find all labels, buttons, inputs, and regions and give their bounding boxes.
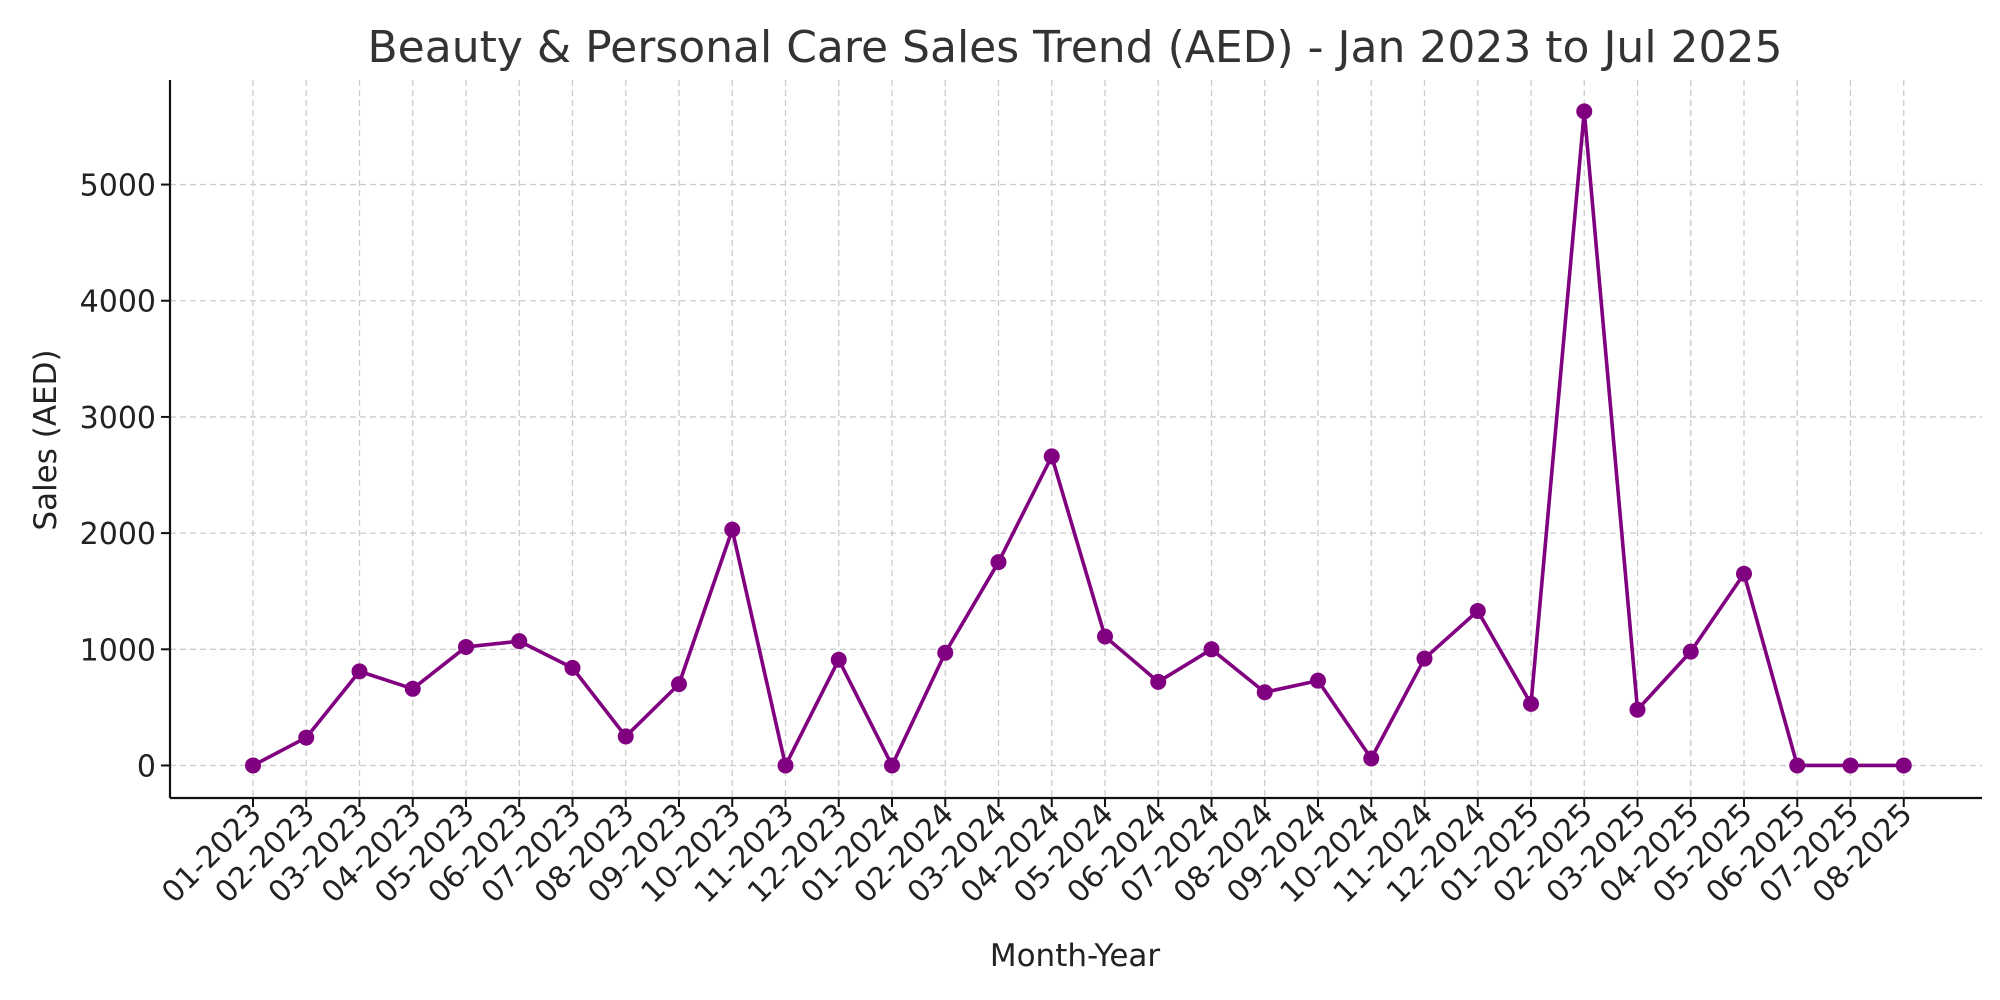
series-group — [245, 103, 1912, 774]
data-point — [830, 651, 847, 668]
data-point — [1789, 757, 1806, 774]
data-point — [1523, 695, 1539, 712]
axes — [168, 80, 1982, 800]
data-point — [1469, 602, 1486, 619]
data-point — [1842, 757, 1859, 774]
y-axis-label: Sales (AED) — [28, 349, 64, 530]
data-point — [298, 729, 315, 746]
data-point — [1576, 103, 1593, 120]
data-point — [1416, 650, 1433, 667]
data-point — [777, 757, 794, 774]
data-point — [351, 663, 368, 680]
data-point — [1150, 673, 1167, 690]
x-axis-ticks: 01-202302-202303-202304-202305-202306-20… — [155, 797, 1919, 910]
data-point — [1736, 565, 1752, 582]
data-point — [937, 644, 954, 661]
y-tick-label: 4000 — [80, 285, 156, 320]
y-axis-ticks: 0 1000 2000 3000 4000 5000 — [80, 169, 170, 784]
series-line — [252, 109, 1904, 768]
grid — [170, 80, 1982, 798]
data-point — [564, 659, 581, 676]
y-tick-label: 0 — [137, 749, 156, 784]
data-point — [1203, 641, 1220, 658]
data-point — [1682, 643, 1699, 660]
data-point — [990, 554, 1007, 571]
data-point — [1363, 750, 1380, 767]
data-point — [1895, 757, 1912, 774]
data-point — [245, 757, 261, 774]
data-point — [884, 757, 900, 774]
series-layer — [245, 103, 1912, 774]
data-point — [724, 521, 741, 538]
y-tick-label: 3000 — [80, 401, 156, 436]
data-point — [617, 728, 634, 745]
data-point — [1310, 672, 1326, 689]
y-tick-label: 2000 — [80, 517, 156, 552]
data-point — [404, 680, 421, 697]
data-point — [1256, 684, 1273, 701]
data-point — [1043, 448, 1060, 465]
data-point — [511, 633, 528, 650]
x-axis-label: Month-Year — [990, 938, 1161, 974]
data-point — [458, 638, 474, 655]
y-tick-label: 5000 — [80, 169, 156, 204]
data-point — [671, 676, 687, 693]
data-point — [1097, 628, 1113, 645]
data-point — [1629, 701, 1646, 718]
y-tick-label: 1000 — [80, 633, 156, 668]
chart-title: Beauty & Personal Care Sales Trend (AED)… — [367, 22, 1782, 73]
